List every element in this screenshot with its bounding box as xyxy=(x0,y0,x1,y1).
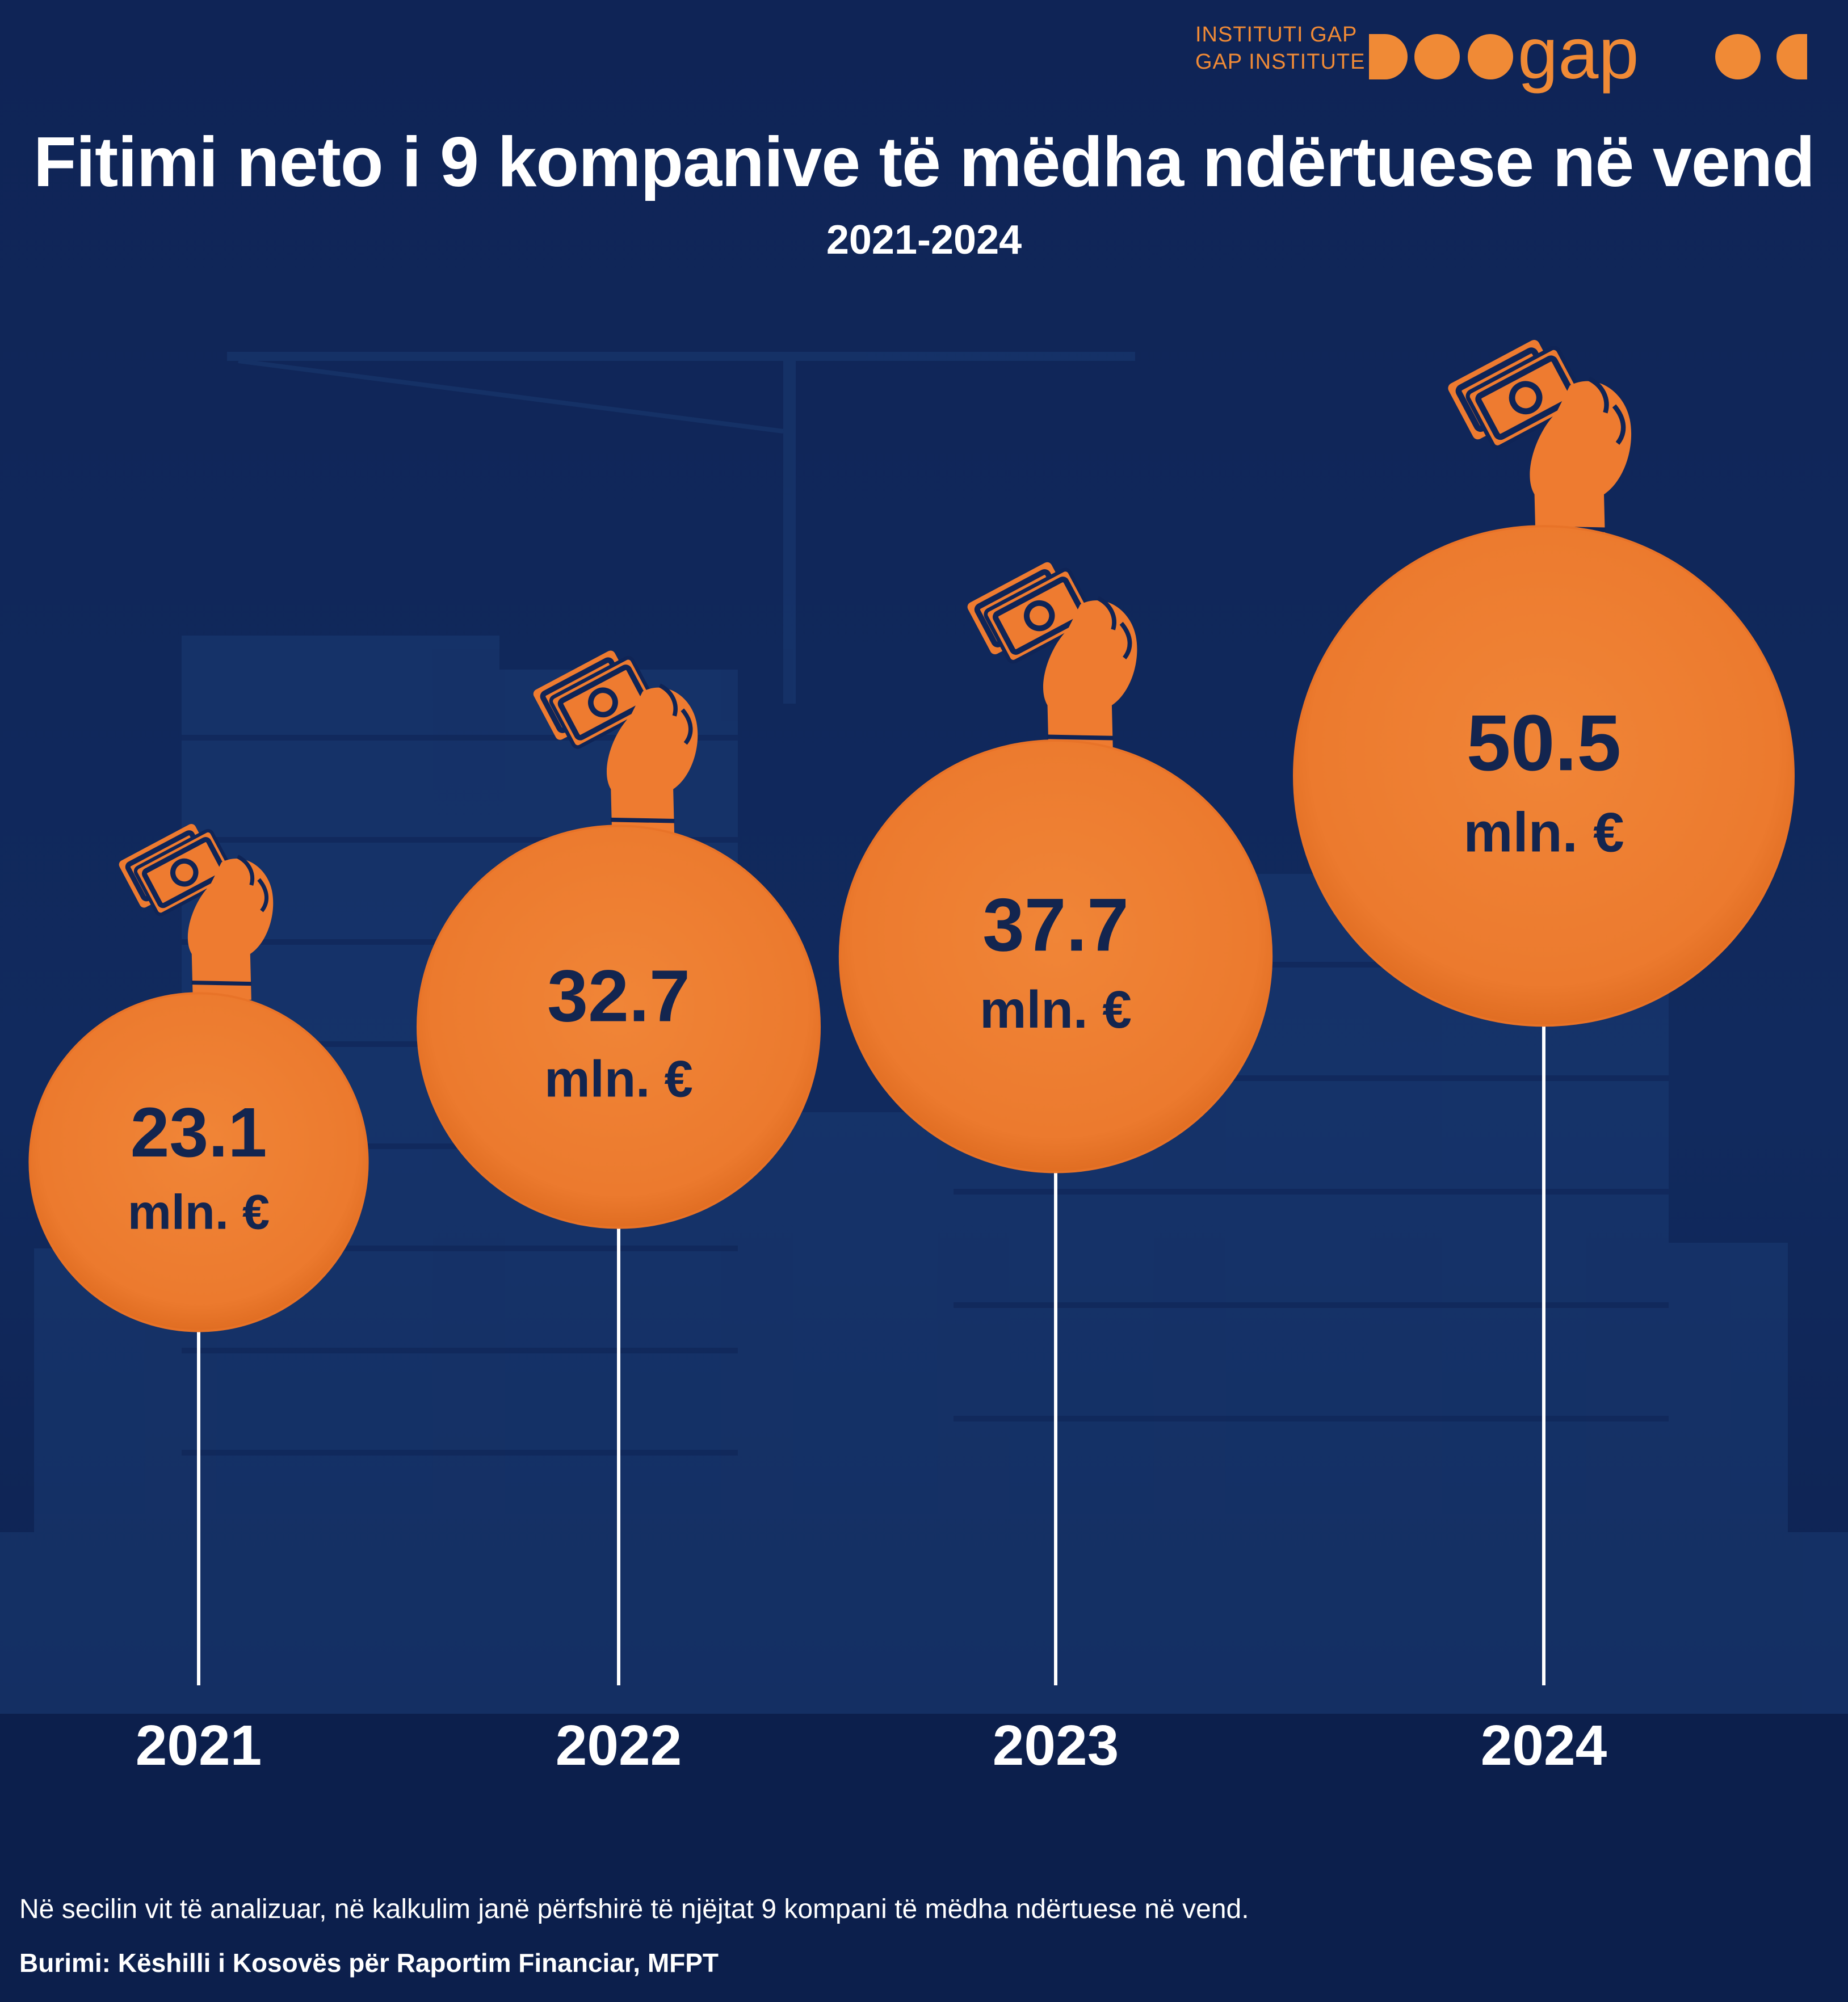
year-label: 2021 xyxy=(136,1714,262,1777)
bubble-2023 xyxy=(838,739,1273,1174)
logo-line1: INSTITUTI GAP xyxy=(1195,23,1358,47)
gap-logo-mark: gap xyxy=(1369,17,1807,94)
bubble-2024 xyxy=(1293,525,1795,1027)
year-label: 2023 xyxy=(993,1714,1119,1777)
value-label: 50.5 xyxy=(1467,698,1621,787)
hand-with-money-icon xyxy=(965,554,1137,756)
year-label: 2022 xyxy=(556,1714,682,1777)
unit-label: mln. € xyxy=(1463,801,1624,863)
unit-label: mln. € xyxy=(980,980,1132,1039)
unit-label: mln. € xyxy=(128,1185,270,1240)
hand-with-money-icon xyxy=(1446,331,1631,549)
logo-line2: GAP INSTITUTE xyxy=(1195,50,1366,74)
gap-institute-logo: INSTITUTI GAP GAP INSTITUTE gap xyxy=(1194,17,1818,96)
value-label: 23.1 xyxy=(131,1093,267,1172)
footer-source: Burimi: Këshilli i Kosovës për Raportim … xyxy=(19,1948,719,1978)
bubble-2021 xyxy=(28,992,369,1332)
chart-subtitle: 2021-2024 xyxy=(826,217,1022,263)
value-label: 37.7 xyxy=(982,883,1129,967)
year-label: 2024 xyxy=(1481,1714,1607,1777)
chart-title: Fitimi neto i 9 kompanive të mëdha ndërt… xyxy=(33,123,1815,201)
logo-wordmark: gap xyxy=(1518,17,1639,94)
value-label: 32.7 xyxy=(547,955,690,1037)
footer-note: Në secilin vit të analizuar, në kalkulim… xyxy=(19,1894,1249,1924)
hand-with-money-icon xyxy=(117,817,273,1000)
unit-label: mln. € xyxy=(544,1050,693,1108)
bubble-2022 xyxy=(416,825,821,1229)
hand-with-money-icon xyxy=(532,643,698,838)
